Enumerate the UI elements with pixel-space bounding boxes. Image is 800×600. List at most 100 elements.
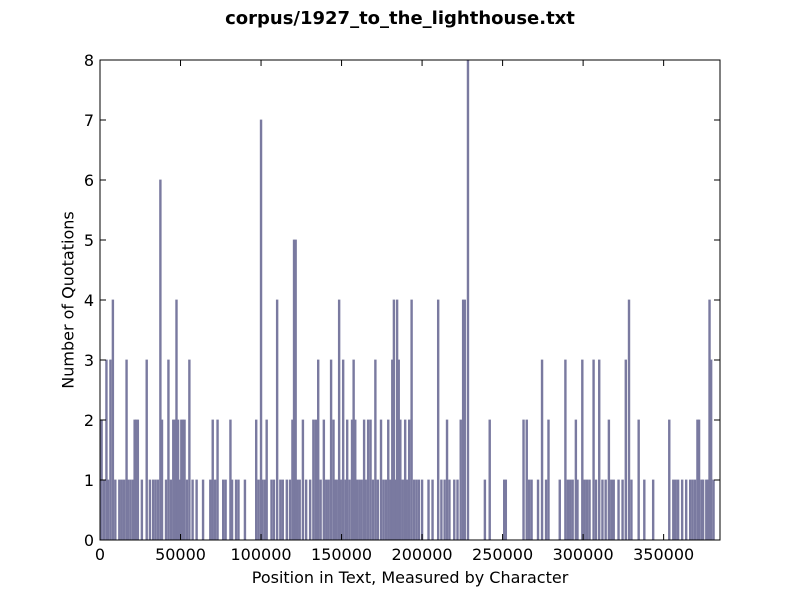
bar-140 <box>522 419 525 541</box>
bar-120 <box>415 479 418 541</box>
chart-title: corpus/1927_to_the_lighthouse.txt <box>225 8 575 29</box>
bar-143 <box>530 479 533 541</box>
bar-53 <box>257 479 260 541</box>
y-tick-label-4: 4 <box>84 291 94 310</box>
bar-156 <box>583 479 586 541</box>
bar-37 <box>188 359 191 541</box>
bar-58 <box>270 479 273 541</box>
x-axis-label: Position in Text, Measured by Character <box>251 568 569 587</box>
bar-116 <box>405 479 408 541</box>
bar-102 <box>376 479 379 541</box>
bar-145 <box>540 359 544 541</box>
bar-105 <box>384 479 388 541</box>
y-tick-label-5: 5 <box>84 231 94 250</box>
bar-16 <box>136 419 140 541</box>
bar-168 <box>621 479 624 541</box>
bar-134 <box>463 299 466 541</box>
bar-164 <box>607 419 611 541</box>
bar-48 <box>230 479 234 541</box>
bar-40 <box>201 479 205 541</box>
bar-43 <box>213 479 217 541</box>
x-tick-label-4: 200000 <box>392 545 453 564</box>
bar-126 <box>440 479 443 541</box>
bar-22 <box>156 479 160 541</box>
bar-104 <box>382 479 385 541</box>
bar-171 <box>630 479 633 541</box>
bar-136 <box>483 479 487 541</box>
bar-183 <box>693 479 697 541</box>
bar-12 <box>129 479 132 541</box>
bar-19 <box>148 479 152 541</box>
bar-124 <box>431 479 434 541</box>
bar-5 <box>111 299 115 541</box>
bar-72 <box>308 479 312 541</box>
bar-83 <box>335 479 338 541</box>
bar-60 <box>275 299 279 541</box>
bar-74 <box>314 419 317 541</box>
bar-142 <box>527 479 531 541</box>
ticks-layer: 0 50000 100000 150000 200000 250000 300000 3500… <box>84 51 720 564</box>
bar-185 <box>697 419 701 541</box>
bar-101 <box>374 359 377 541</box>
bars-layer <box>100 59 715 541</box>
bar-98 <box>366 419 370 541</box>
bar-130 <box>453 479 456 541</box>
bar-79 <box>327 479 330 541</box>
x-tick-label-0: 0 <box>95 545 105 564</box>
bar-158 <box>588 479 591 541</box>
bar-172 <box>637 419 640 541</box>
x-tick-label-6: 300000 <box>553 545 614 564</box>
bar-122 <box>420 479 424 541</box>
bar-89 <box>348 479 351 541</box>
bar-169 <box>624 359 627 541</box>
bar-55 <box>261 479 264 541</box>
plot-frame <box>99 59 721 541</box>
bar-182 <box>691 479 694 541</box>
bar-26 <box>167 359 170 541</box>
bar-18 <box>145 359 148 541</box>
bar-187 <box>701 479 705 541</box>
bar-152 <box>571 479 574 541</box>
bar-94 <box>358 479 361 541</box>
bar-45 <box>221 479 225 541</box>
bar-123 <box>427 479 430 541</box>
bar-41 <box>209 479 212 541</box>
bar-25 <box>164 479 168 541</box>
bar-149 <box>564 359 567 541</box>
bar-148 <box>558 479 561 541</box>
x-tick-label-2: 100000 <box>230 545 291 564</box>
bar-24 <box>160 419 164 541</box>
bar-154 <box>576 479 579 541</box>
bar-44 <box>216 419 219 541</box>
bar-179 <box>680 479 684 541</box>
bar-161 <box>598 359 601 541</box>
bar-176 <box>672 479 675 541</box>
bar-160 <box>594 479 598 541</box>
bar-57 <box>265 419 268 541</box>
bar-191 <box>709 359 713 541</box>
bar-97 <box>364 479 367 541</box>
y-tick-label-6: 6 <box>84 171 94 190</box>
bar-93 <box>355 479 359 541</box>
bar-21 <box>154 479 157 541</box>
bar-174 <box>651 479 655 541</box>
bar-180 <box>684 479 688 541</box>
bar-167 <box>617 479 620 541</box>
bar-75 <box>317 359 320 541</box>
bar-162 <box>601 479 604 541</box>
bar-117 <box>407 419 411 541</box>
bar-71 <box>304 479 308 541</box>
bar-103 <box>379 419 383 541</box>
y-tick-label-8: 8 <box>84 51 94 70</box>
bar-173 <box>643 479 646 541</box>
bar-61 <box>279 479 282 541</box>
bar-125 <box>436 299 440 541</box>
bar-69 <box>298 479 301 541</box>
y-axis-label: Number of Quotations <box>58 211 78 389</box>
bar-50 <box>237 479 240 541</box>
bar-59 <box>272 479 276 541</box>
bar-129 <box>448 479 451 541</box>
bar-27 <box>169 479 173 541</box>
bar-85 <box>339 479 342 541</box>
bar-99 <box>369 419 372 541</box>
